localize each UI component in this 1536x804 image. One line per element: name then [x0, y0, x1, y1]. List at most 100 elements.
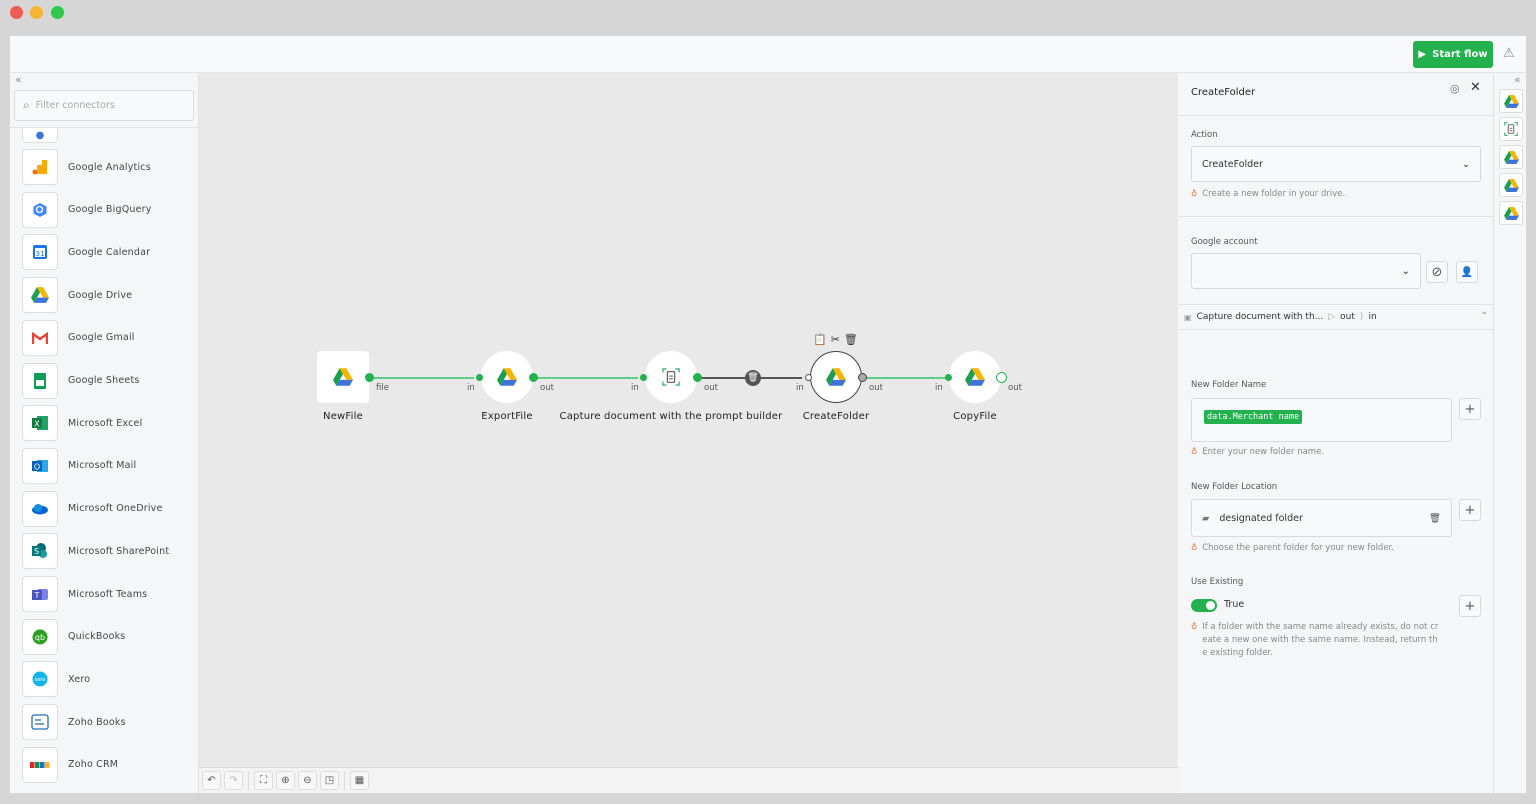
rail-node-exportfile[interactable] — [1499, 145, 1523, 169]
rail-node-newfile[interactable] — [1499, 89, 1523, 113]
add-use-existing-button[interactable]: + — [1459, 595, 1481, 617]
location-label: New Folder Location — [1191, 482, 1278, 492]
connector-item[interactable]: qb QuickBooks — [22, 618, 125, 655]
port-capture-in[interactable] — [640, 374, 647, 381]
zoom-out-icon[interactable]: ⊖ — [298, 771, 317, 790]
svg-text:X: X — [34, 420, 40, 429]
port-createfolder-out[interactable] — [858, 373, 867, 382]
connector-label: Google Calendar — [68, 246, 151, 258]
close-icon[interactable]: ✕ — [1470, 80, 1481, 95]
xero-icon: xero — [22, 661, 58, 698]
use-existing-value: True — [1224, 599, 1245, 610]
connector-item[interactable]: Google Gmail — [22, 319, 135, 356]
connector-item[interactable]: Zoho CRM — [22, 746, 118, 783]
google-calendar-icon: 31 — [22, 234, 58, 271]
disconnect-account-button[interactable]: ⊘ — [1426, 261, 1448, 283]
connector-item[interactable]: Google Sheets — [22, 362, 140, 399]
google-account-select[interactable]: ⌄ — [1191, 253, 1421, 289]
add-folder-name-button[interactable]: + — [1459, 398, 1481, 420]
collapse-mapping-icon[interactable]: ⌄ — [1480, 307, 1488, 317]
use-existing-toggle[interactable] — [1191, 599, 1217, 612]
zoom-in-icon[interactable]: ⊕ — [276, 771, 295, 790]
node-newfile[interactable] — [317, 351, 369, 403]
google-drive-icon — [333, 368, 353, 386]
connector-label: Google Gmail — [68, 332, 135, 344]
zoho-crm-icon — [22, 746, 58, 783]
redo-icon[interactable]: ↷ — [224, 771, 243, 790]
svg-text:31: 31 — [36, 250, 45, 258]
close-window-button[interactable] — [10, 6, 23, 19]
rail-node-copyfile[interactable] — [1499, 201, 1523, 225]
warning-icon[interactable]: ⚠ — [1503, 46, 1515, 61]
port-createfolder-in[interactable] — [805, 374, 812, 381]
node-label: NewFile — [323, 411, 363, 422]
connector-label: Microsoft Mail — [68, 460, 137, 472]
connector-item[interactable]: Google Drive — [22, 277, 133, 314]
folder-name-label: New Folder Name — [1191, 380, 1267, 390]
node-label: CreateFolder — [802, 411, 870, 422]
connector-item[interactable]: X Microsoft Excel — [22, 405, 142, 442]
port-newfile-out[interactable] — [365, 373, 374, 382]
undo-icon[interactable]: ↶ — [202, 771, 221, 790]
fit-view-icon[interactable]: ⛶ — [254, 771, 273, 790]
connector-item[interactable]: Google Analytics — [22, 149, 151, 185]
action-select[interactable]: CreateFolder ⌄ — [1191, 146, 1481, 182]
node-capture-document[interactable] — [645, 351, 697, 403]
node-label: Capture document with the prompt builder — [559, 411, 783, 422]
collapse-sidebar-icon[interactable]: « — [15, 73, 22, 86]
connector-item[interactable]: Google BigQuery — [22, 191, 152, 228]
delete-edge-icon[interactable]: 🗑 — [745, 370, 761, 386]
filter-connectors-input[interactable]: ⌕ Filter connectors — [14, 90, 194, 121]
maximize-window-button[interactable] — [51, 6, 64, 19]
settings-icon[interactable]: ◎ — [1450, 82, 1460, 95]
connector-item[interactable]: Zoho Books — [22, 704, 126, 741]
edge-exportfile-capture[interactable] — [528, 377, 638, 379]
connector-label: Google Drive — [68, 289, 133, 301]
collapse-rail-icon[interactable]: « — [1514, 73, 1521, 86]
port-exportfile-out[interactable] — [529, 373, 538, 382]
port-label: in — [467, 383, 475, 393]
trash-icon[interactable]: 🗑 — [1428, 512, 1441, 524]
cut-icon[interactable]: ✂ — [830, 333, 840, 346]
google-drive-icon — [965, 368, 985, 386]
connector-item[interactable]: T Microsoft Teams — [22, 576, 147, 612]
variable-token[interactable]: data.Merchant name — [1204, 410, 1303, 424]
connector-item[interactable]: O Microsoft Mail — [22, 447, 137, 484]
add-account-button[interactable]: 👤 — [1456, 261, 1478, 283]
edge-createfolder-copyfile[interactable] — [856, 377, 946, 379]
edge-newfile-exportfile[interactable] — [363, 377, 474, 379]
quickbooks-icon: qb — [22, 618, 58, 655]
port-capture-out[interactable] — [693, 373, 702, 382]
rail-node-createfolder[interactable] — [1499, 173, 1523, 197]
flow-canvas[interactable]: 🗑 📋 ✂ 🗑 file in out in out in out in out N… — [199, 73, 1178, 793]
grid-icon[interactable]: ▦ — [350, 771, 369, 790]
node-createfolder[interactable] — [810, 351, 862, 403]
expand-icon[interactable]: ◳ — [320, 771, 339, 790]
port-exportfile-in[interactable] — [476, 374, 483, 381]
copy-icon[interactable]: 📋 — [813, 333, 827, 346]
svg-text:T: T — [34, 591, 40, 600]
sharepoint-icon: S — [22, 533, 58, 570]
excel-icon: X — [22, 405, 58, 442]
connector-item[interactable]: Microsoft OneDrive — [22, 490, 163, 527]
connector-list[interactable]: ● Google Analytics Google BigQuery 31 Googl… — [10, 127, 198, 793]
node-copyfile[interactable] — [949, 351, 1001, 403]
port-copyfile-out[interactable] — [996, 372, 1007, 383]
delete-icon[interactable]: 🗑 — [843, 333, 858, 346]
start-flow-button[interactable]: ▶ Start flow — [1413, 41, 1493, 68]
folder-location-input[interactable]: ▰ designated folder 🗑 — [1191, 499, 1452, 537]
lightbulb-icon: ♁ — [1191, 622, 1198, 632]
rail-node-capture[interactable] — [1499, 117, 1523, 141]
port-label: out — [704, 383, 718, 393]
port-copyfile-in[interactable] — [945, 374, 952, 381]
folder-name-input[interactable]: data.Merchant name — [1191, 398, 1452, 442]
node-label: ExportFile — [481, 411, 533, 422]
minimize-window-button[interactable] — [30, 6, 43, 19]
google-drive-icon — [497, 368, 517, 386]
node-exportfile[interactable] — [481, 351, 533, 403]
connector-item[interactable]: S Microsoft SharePoint — [22, 533, 169, 570]
connector-item[interactable]: xero Xero — [22, 661, 90, 698]
connector-item-partial[interactable]: ● — [22, 128, 58, 143]
add-location-button[interactable]: + — [1459, 499, 1481, 521]
connector-item[interactable]: 31 Google Calendar — [22, 234, 151, 271]
